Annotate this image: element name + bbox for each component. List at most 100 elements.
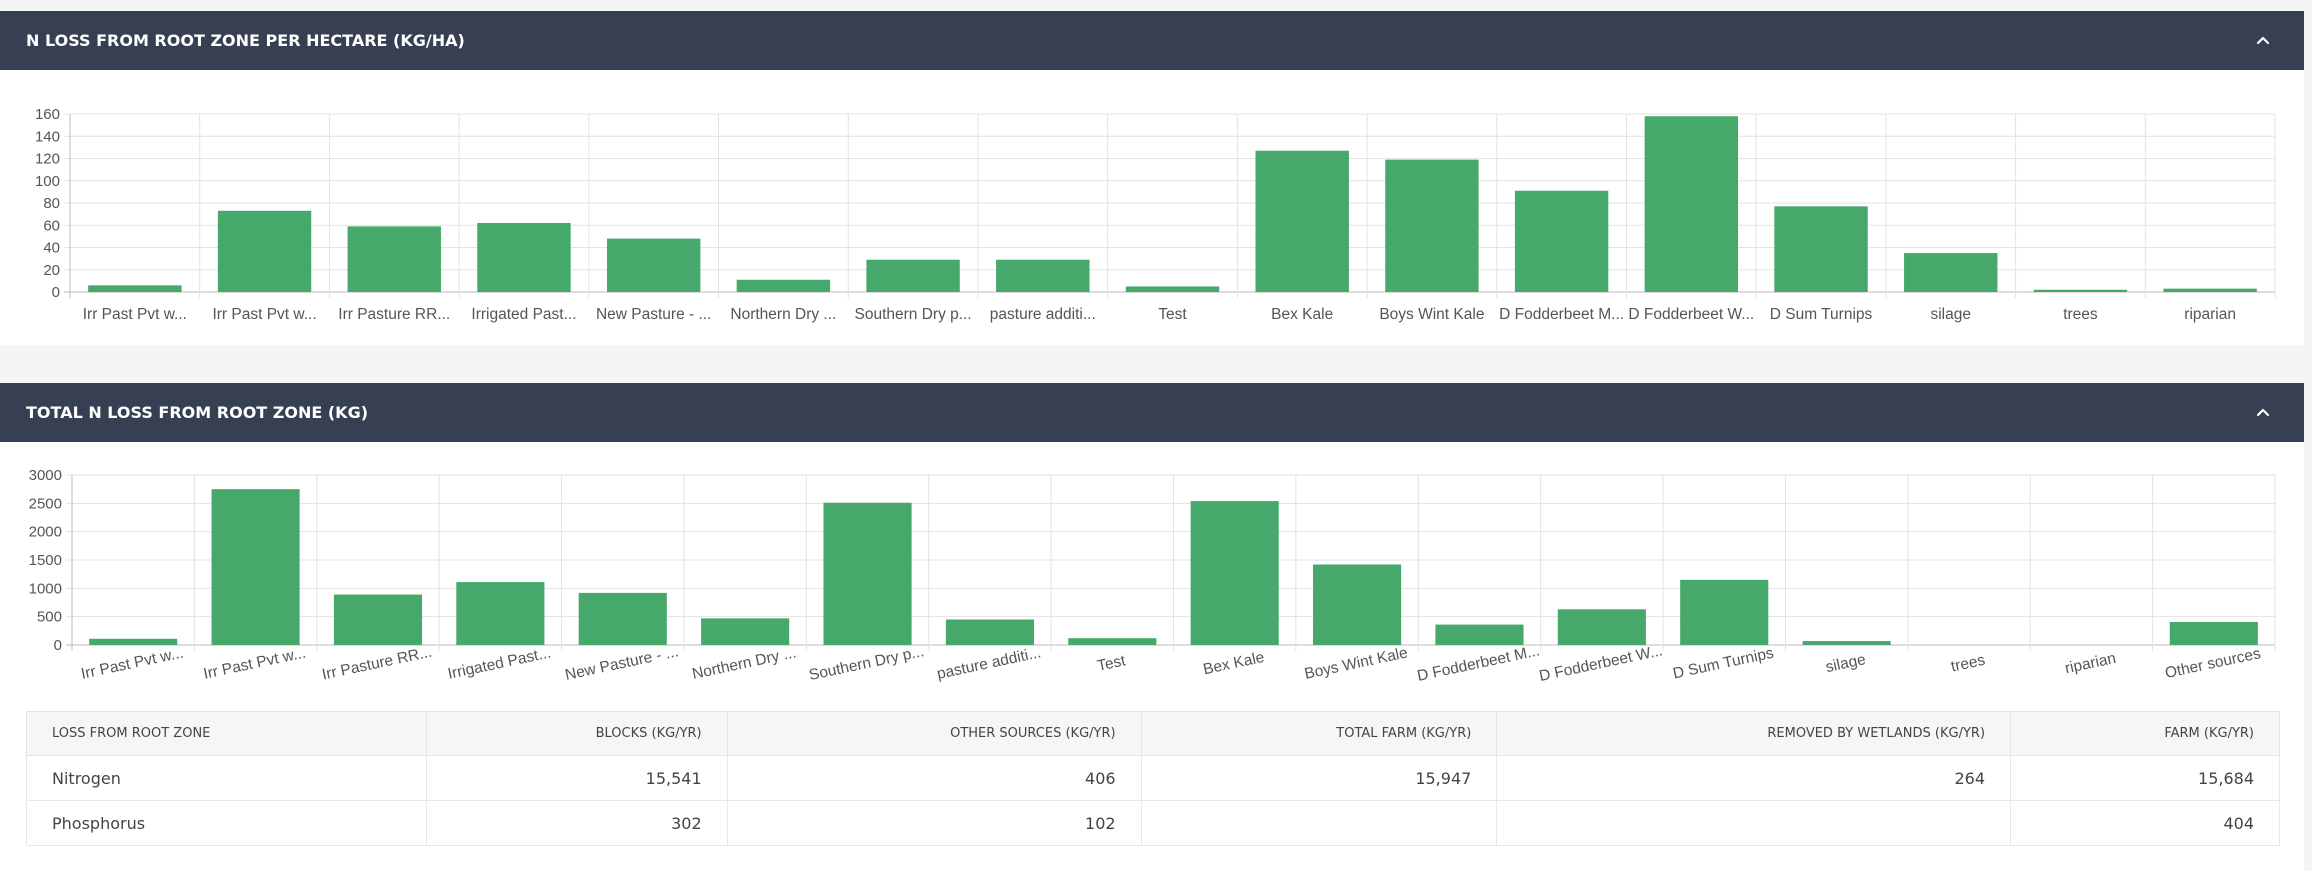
bar[interactable] [1385,159,1479,292]
bar[interactable] [823,502,912,645]
bar[interactable] [1255,150,1349,292]
bar[interactable] [1313,564,1402,645]
bar[interactable] [945,619,1034,646]
column-header: REMOVED BY WETLANDS (KG/YR) [1496,711,2012,756]
x-tick-label: Southern Dry p... [808,643,926,684]
x-tick-label: trees [1949,652,1986,676]
bar[interactable] [1190,501,1279,645]
table-cell: 406 [726,755,1142,801]
table-cell: 302 [426,800,728,846]
bar[interactable] [477,223,571,292]
y-tick-label: 60 [43,217,60,234]
x-tick-label: riparian [2063,650,2117,677]
y-tick-label: 0 [54,637,62,654]
table-cell: 15,684 [2010,755,2280,801]
bar[interactable] [89,638,178,645]
x-tick-label: Irrigated Past... [471,306,576,323]
table-cell: 102 [726,800,1142,846]
bar[interactable] [996,259,1090,292]
bar[interactable] [578,592,667,645]
bar[interactable] [333,594,423,645]
n-loss-per-hectare-panel: N LOSS FROM ROOT ZONE PER HECTARE (KG/HA… [0,11,2304,345]
table-row: Nitrogen 15,541 406 15,947 264 15,684 [25,755,2280,801]
table-cell: Phosphorus [25,800,428,846]
bar[interactable] [2163,288,2257,292]
bar[interactable] [736,279,831,292]
chevron-up-icon[interactable] [2256,33,2270,47]
x-tick-label: pasture additi... [990,306,1096,323]
bar[interactable] [456,582,545,645]
x-tick-label: D Fodderbeet M... [1499,306,1624,323]
y-tick-label: 3000 [29,467,62,484]
bar[interactable] [1774,206,1868,292]
y-tick-label: 40 [43,240,60,257]
bar[interactable] [211,489,300,645]
x-tick-label: Irr Past Pvt w... [202,644,307,682]
bar[interactable] [217,210,312,292]
x-tick-label: Bex Kale [1202,649,1266,679]
x-tick-label: New Pasture - ... [596,306,711,323]
bar[interactable] [606,238,701,292]
x-tick-label: trees [2063,306,2098,323]
y-tick-label: 1500 [29,552,62,569]
bar[interactable] [2169,621,2258,645]
table-cell: 404 [2010,800,2280,846]
bar[interactable] [88,285,182,292]
bar[interactable] [1802,641,1891,645]
x-tick-label: New Pasture - ... [564,643,680,684]
table-cell: 264 [1496,755,2012,801]
panel-header: TOTAL N LOSS FROM ROOT ZONE (KG) [0,383,2304,442]
y-tick-label: 2500 [29,495,62,512]
column-header: OTHER SOURCES (KG/YR) [726,711,1142,756]
bar[interactable] [701,618,790,645]
x-tick-label: Test [1096,652,1128,675]
y-tick-label: 120 [35,151,60,168]
table-cell: 15,541 [426,755,728,801]
total-n-loss-panel: TOTAL N LOSS FROM ROOT ZONE (KG) 0 500 100… [0,383,2304,871]
y-tick-label: 160 [35,106,60,123]
x-tick-label: Irr Pasture RR... [321,644,434,684]
x-tick-label: D Fodderbeet W... [1538,642,1665,685]
bar[interactable] [1435,624,1524,645]
x-tick-label: D Fodderbeet W... [1628,306,1754,323]
bar[interactable] [1904,253,1998,292]
bar[interactable] [1557,609,1646,645]
x-tick-label: Boys Wint Kale [1379,306,1484,323]
bar[interactable] [2033,289,2128,292]
table-cell [1140,800,1498,846]
panel-title: TOTAL N LOSS FROM ROOT ZONE (KG) [26,403,369,422]
bar[interactable] [1680,579,1769,645]
y-tick-label: 20 [43,262,60,279]
bar[interactable] [1644,116,1739,292]
bar[interactable] [1068,638,1157,645]
x-tick-label: silage [1930,306,1971,323]
column-header: BLOCKS (KG/YR) [426,711,728,756]
x-tick-label: Northern Dry ... [691,644,798,683]
x-tick-label: riparian [2184,306,2236,323]
y-tick-label: 500 [37,609,62,626]
x-tick-label: Test [1158,306,1187,323]
x-tick-label: Irrigated Past... [446,644,552,682]
x-tick-label: pasture additi... [935,644,1042,683]
bar[interactable] [1514,190,1609,292]
panel-title: N LOSS FROM ROOT ZONE PER HECTARE (KG/HA… [26,31,465,50]
y-tick-label: 1000 [29,580,62,597]
panel-header: N LOSS FROM ROOT ZONE PER HECTARE (KG/HA… [0,11,2304,70]
bar[interactable] [347,226,441,292]
n-loss-per-hectare-chart: 0 20 40 60 80 100 120 140 160 Irr Past Pvt w... Ir… [35,106,2276,323]
x-tick-label: D Sum Turnips [1671,645,1775,683]
loss-summary-table: LOSS FROM ROOT ZONE BLOCKS (KG/YR) OTHER… [25,711,2280,846]
x-tick-label: D Sum Turnips [1770,306,1873,323]
total-n-loss-chart: 0 500 1000 1500 2000 2500 3000 Irr Past Pvt w..… [29,467,2276,685]
x-tick-label: Other sources [2163,645,2262,682]
bar[interactable] [1125,286,1220,292]
x-tick-label: Northern Dry ... [730,306,836,323]
bar[interactable] [866,259,960,292]
table-cell: 15,947 [1140,755,1498,801]
x-tick-label: Irr Past Pvt w... [212,306,316,323]
x-tick-label: Irr Past Pvt w... [83,306,187,323]
x-tick-label: Irr Pasture RR... [338,306,450,323]
table-header-row: LOSS FROM ROOT ZONE BLOCKS (KG/YR) OTHER… [25,711,2280,756]
x-tick-label: Bex Kale [1271,306,1333,323]
chevron-up-icon[interactable] [2256,405,2270,419]
